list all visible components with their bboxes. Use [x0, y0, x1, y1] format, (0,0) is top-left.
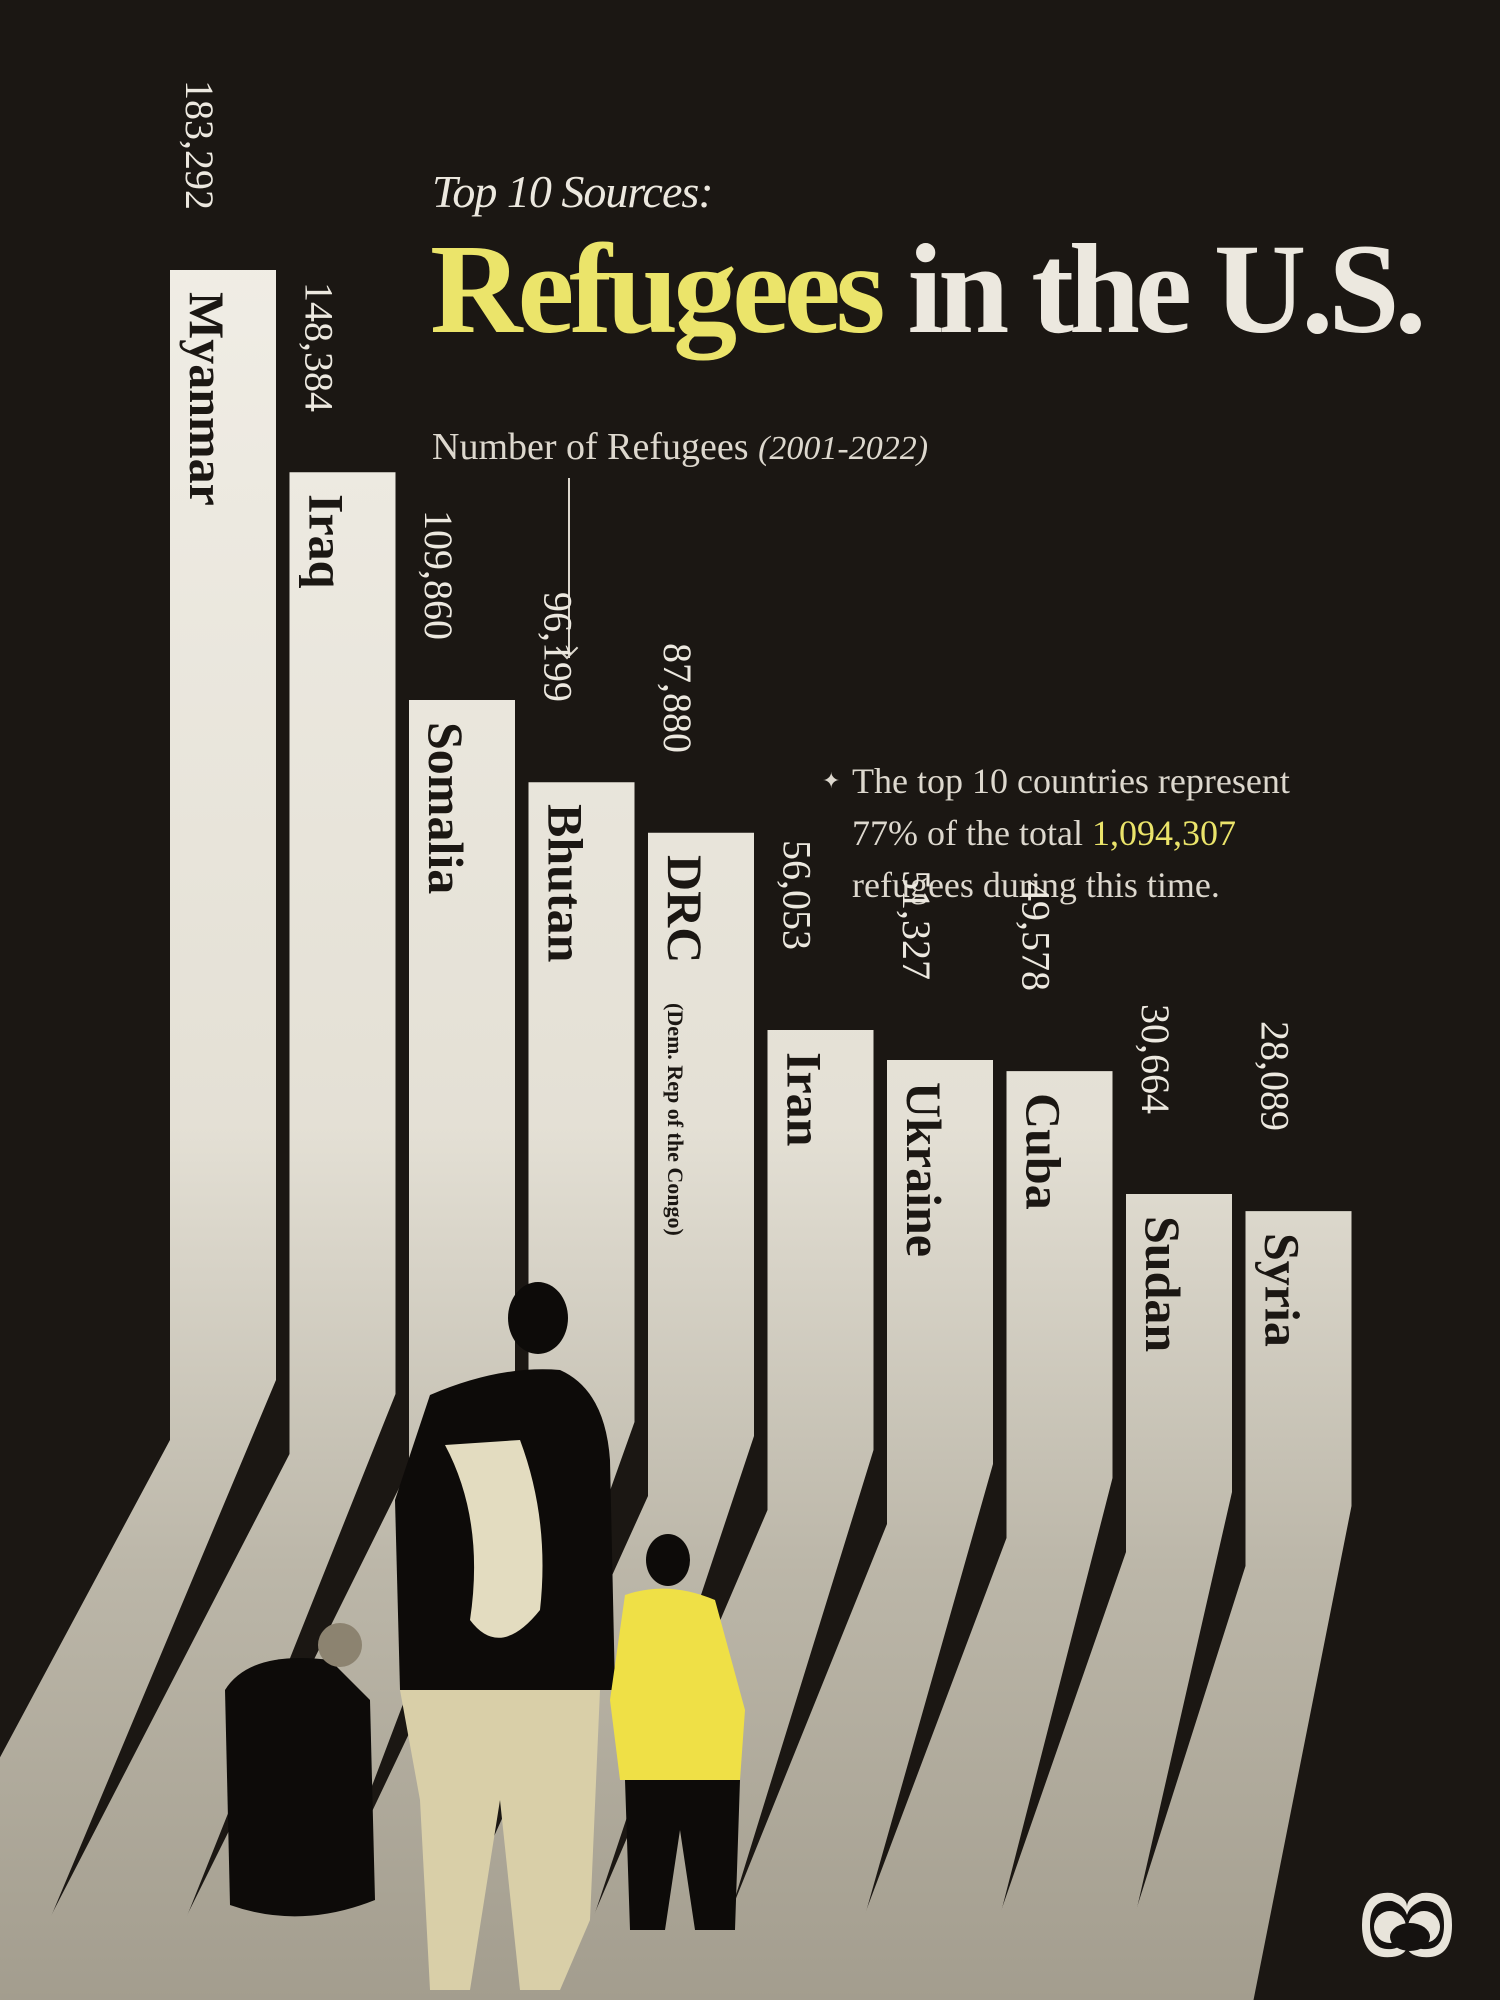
bar-value: 28,089 [1252, 1021, 1298, 1132]
bar-country-label: DRC [657, 854, 713, 964]
note-line-1: The top 10 countries represent [852, 761, 1290, 801]
bar-value: 87,880 [655, 642, 700, 753]
note-line-2-text: 77% of the total [852, 813, 1092, 853]
bar-sudan [970, 1193, 1232, 2000]
bar-country-label: Iraq [298, 494, 355, 589]
bar-country-label: Ukraine [896, 1081, 952, 1257]
binoculars-logo-icon [1362, 1892, 1452, 1958]
bar-somalia [145, 700, 515, 2000]
illustration-child [610, 1534, 745, 1930]
bar-value: 51,327 [894, 869, 939, 980]
note-line-2: 77% of the total 1,094,307 [822, 807, 1422, 859]
title-rest: in the U.S. [880, 218, 1427, 360]
bar-syria [1107, 1211, 1352, 2000]
title-highlight: Refugees [430, 218, 885, 360]
bar-value: 49,578 [1013, 881, 1059, 992]
note-total: 1,094,307 [1091, 813, 1236, 853]
bar-iraq [7, 472, 396, 2000]
note-line-3: refugees during this time. [852, 865, 1220, 905]
bar-ukraine [695, 1059, 993, 2000]
summary-note: ✦ The top 10 countries represent 77% of … [822, 755, 1422, 911]
axis-label-text: Number of Refugees [432, 426, 759, 468]
chart-title: Refugees in the U.S. [430, 225, 1427, 353]
bar-country-label: Myanmar [179, 292, 235, 506]
bar-value: 96,199 [535, 592, 581, 703]
bar-country-label: Cuba [1015, 1093, 1072, 1210]
bar-value: 30,664 [1133, 1003, 1178, 1114]
bar-country-label: Sudan [1135, 1215, 1191, 1353]
bar-drc [420, 832, 754, 2000]
axis-label: Number of Refugees (2001-2022) [432, 425, 928, 469]
illustration-adult [225, 1282, 615, 1990]
bar-value: 109,860 [416, 510, 461, 641]
axis-label-period: (2001-2022) [758, 430, 929, 467]
bar-country-label: Iran [776, 1052, 833, 1147]
bar-cuba [832, 1071, 1113, 2000]
bar-country-label: Bhutan [537, 804, 594, 963]
bar-country-label: Somalia [418, 722, 474, 895]
down-arrow-icon [568, 478, 570, 658]
bar-country-label: Syria [1254, 1233, 1311, 1348]
bar-iran [557, 1030, 874, 2000]
chart-subtitle: Top 10 Sources: [432, 166, 714, 217]
bar-bhutan [282, 782, 635, 2000]
sparkle-icon: ✦ [822, 768, 841, 793]
bar-value: 148,384 [296, 282, 342, 413]
bar-value: 56,053 [774, 840, 820, 951]
bar-country-note: (Dem. Rep of the Congo) [663, 1002, 688, 1236]
bar-value: 183,292 [177, 80, 222, 210]
bar-myanmar [0, 270, 276, 2000]
